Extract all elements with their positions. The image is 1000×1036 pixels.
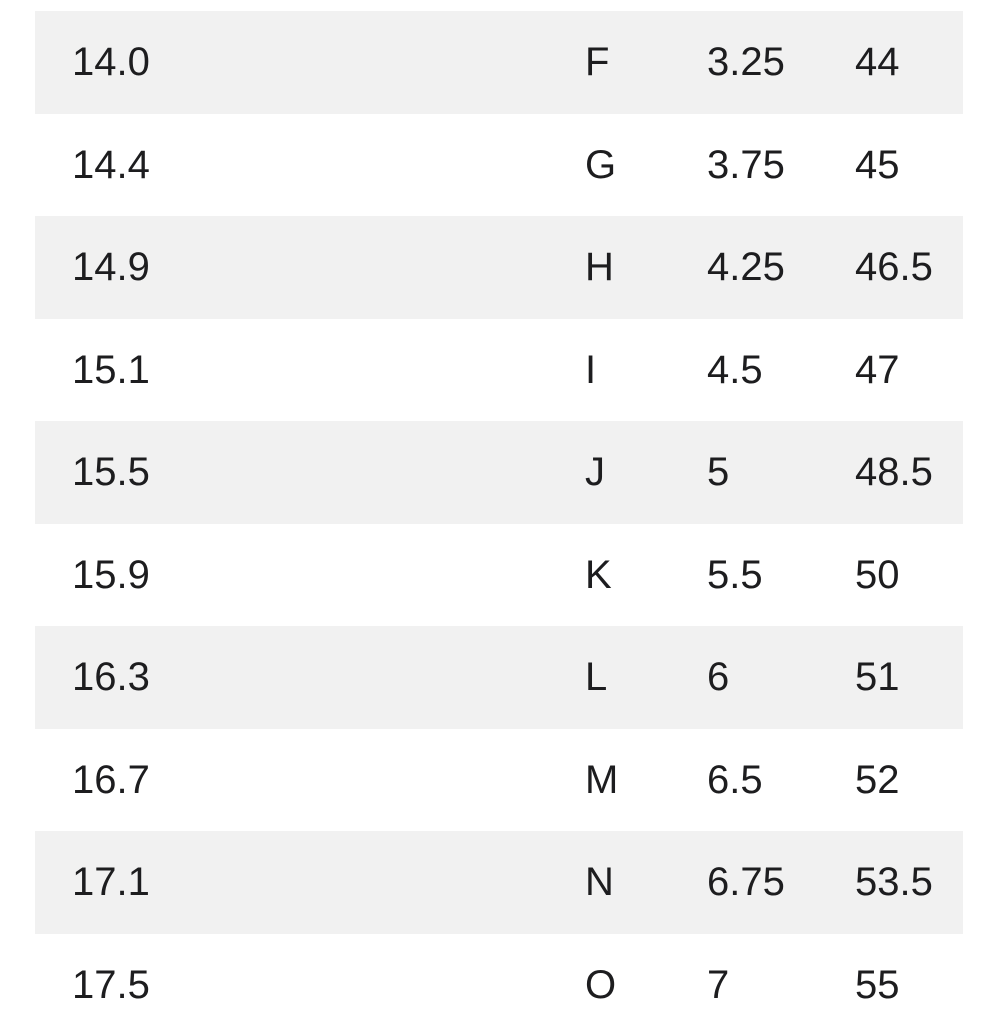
cell-col1: 17.1 [72,862,585,902]
table-row: 17.5 O 7 55 [35,934,963,1036]
table-row: 14.4 G 3.75 45 [35,114,963,217]
cell-col2: H [585,247,707,287]
cell-col4: 50 [855,555,963,595]
cell-col3: 3.25 [707,42,855,82]
cell-col2: J [585,452,707,492]
size-conversion-table: 14.0 F 3.25 44 14.4 G 3.75 45 14.9 H 4.2… [35,11,963,1036]
table-row: 15.5 J 5 48.5 [35,421,963,524]
cell-col1: 15.9 [72,555,585,595]
cell-col1: 16.7 [72,760,585,800]
cell-col1: 15.5 [72,452,585,492]
cell-col4: 45 [855,145,963,185]
cell-col2: G [585,145,707,185]
cell-col4: 55 [855,965,963,1005]
cell-col4: 48.5 [855,452,963,492]
cell-col3: 3.75 [707,145,855,185]
cell-col2: K [585,555,707,595]
table-row: 17.1 N 6.75 53.5 [35,831,963,934]
cell-col1: 14.4 [72,145,585,185]
cell-col4: 51 [855,657,963,697]
cell-col3: 6.5 [707,760,855,800]
cell-col2: I [585,350,707,390]
cell-col3: 4.5 [707,350,855,390]
cell-col4: 47 [855,350,963,390]
cell-col4: 44 [855,42,963,82]
cell-col3: 6 [707,657,855,697]
cell-col3: 5 [707,452,855,492]
cell-col1: 16.3 [72,657,585,697]
cell-col3: 4.25 [707,247,855,287]
table-row: 15.1 I 4.5 47 [35,319,963,422]
table-row: 14.9 H 4.25 46.5 [35,216,963,319]
cell-col3: 6.75 [707,862,855,902]
table-row: 15.9 K 5.5 50 [35,524,963,627]
table-row: 14.0 F 3.25 44 [35,11,963,114]
table-row: 16.7 M 6.5 52 [35,729,963,832]
cell-col2: M [585,760,707,800]
cell-col1: 15.1 [72,350,585,390]
cell-col2: L [585,657,707,697]
cell-col1: 17.5 [72,965,585,1005]
table-row: 16.3 L 6 51 [35,626,963,729]
cell-col4: 52 [855,760,963,800]
cell-col2: F [585,42,707,82]
cell-col3: 7 [707,965,855,1005]
cell-col3: 5.5 [707,555,855,595]
cell-col4: 46.5 [855,247,963,287]
cell-col4: 53.5 [855,862,963,902]
cell-col1: 14.0 [72,42,585,82]
cell-col1: 14.9 [72,247,585,287]
cell-col2: N [585,862,707,902]
cell-col2: O [585,965,707,1005]
